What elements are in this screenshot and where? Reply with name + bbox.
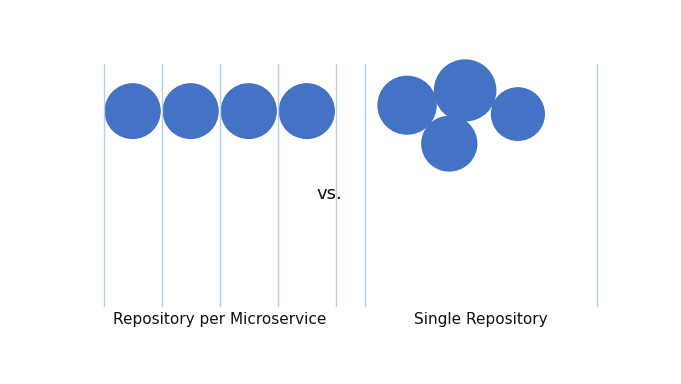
Ellipse shape (105, 84, 160, 138)
Ellipse shape (378, 76, 436, 134)
Ellipse shape (221, 84, 276, 138)
Ellipse shape (279, 84, 334, 138)
Ellipse shape (492, 88, 544, 140)
Text: vs.: vs. (317, 185, 343, 203)
Text: Repository per Microservice: Repository per Microservice (113, 312, 326, 327)
Ellipse shape (422, 116, 477, 171)
Ellipse shape (434, 60, 496, 121)
Text: Single Repository: Single Repository (414, 312, 548, 327)
Ellipse shape (163, 84, 218, 138)
